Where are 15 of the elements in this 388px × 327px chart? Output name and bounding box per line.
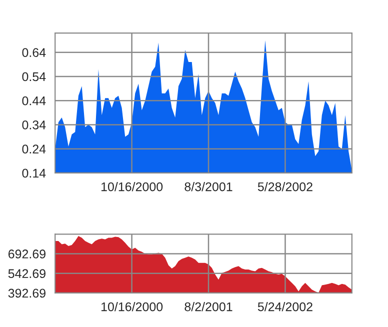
y-tick-label: 0.64 (22, 48, 46, 57)
y-tick-label: 542.69 (8, 269, 46, 278)
x-tick-label: 5/24/2002 (258, 302, 312, 312)
x-tick-label: 8/3/2001 (184, 182, 232, 192)
x-tick-label: 10/16/2000 (101, 302, 163, 312)
y-tick-label: 0.34 (22, 120, 46, 130)
x-tick-label: 10/16/2000 (101, 182, 163, 192)
y-tick-label: 692.69 (8, 250, 46, 258)
y-tick-label: 392.69 (8, 288, 46, 298)
y-tick-label: 0.54 (22, 72, 46, 82)
y-tick-label: 0.44 (22, 96, 46, 106)
y-tick-label: 0.24 (22, 144, 46, 154)
y-tick-label: 0.14 (22, 168, 46, 178)
x-tick-label: 5/28/2002 (258, 182, 312, 192)
x-tick-label: 8/2/2001 (184, 302, 232, 312)
